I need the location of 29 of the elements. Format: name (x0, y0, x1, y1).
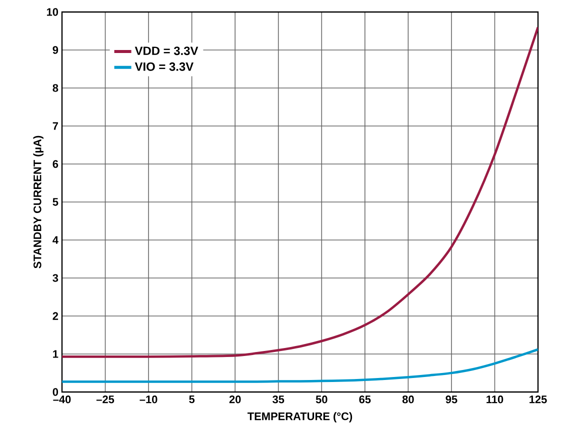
x-tick-label: 110 (486, 396, 504, 404)
y-axis-title: STANDBY CURRENT (µA) (33, 136, 44, 268)
y-tick-label: 6 (52, 160, 58, 168)
y-tick-label: 0 (52, 388, 58, 396)
x-tick-label: 50 (316, 396, 328, 404)
y-tick-label: 9 (52, 46, 58, 54)
x-tick-label: 65 (359, 396, 371, 404)
y-tick-label: 4 (52, 236, 58, 244)
y-tick-label: 1 (53, 350, 58, 358)
x-tick-label: 95 (446, 396, 458, 404)
x-axis-title: TEMPERATURE (°C) (248, 412, 352, 422)
x-tick-label: 125 (530, 396, 547, 404)
y-tick-label: 10 (46, 8, 58, 16)
x-tick-label: 80 (402, 396, 414, 404)
x-tick-label: –10 (140, 396, 158, 404)
line-series (62, 26, 538, 358)
line-series (62, 348, 538, 383)
y-tick-label: 7 (52, 122, 58, 130)
y-tick-label: 8 (52, 84, 58, 92)
legend-label: VDD = 3.3V (134, 46, 198, 56)
legend-label: VIO = 3.3V (134, 62, 194, 71)
x-tick-label: 5 (189, 396, 195, 404)
y-tick-label: 3 (52, 274, 58, 282)
y-tick-label: 5 (52, 198, 58, 206)
x-tick-label: 20 (229, 396, 241, 404)
x-tick-label: –40 (53, 396, 71, 404)
x-tick-label: –25 (96, 396, 114, 404)
x-tick-label: 35 (272, 396, 284, 404)
y-tick-label: 2 (52, 312, 58, 320)
